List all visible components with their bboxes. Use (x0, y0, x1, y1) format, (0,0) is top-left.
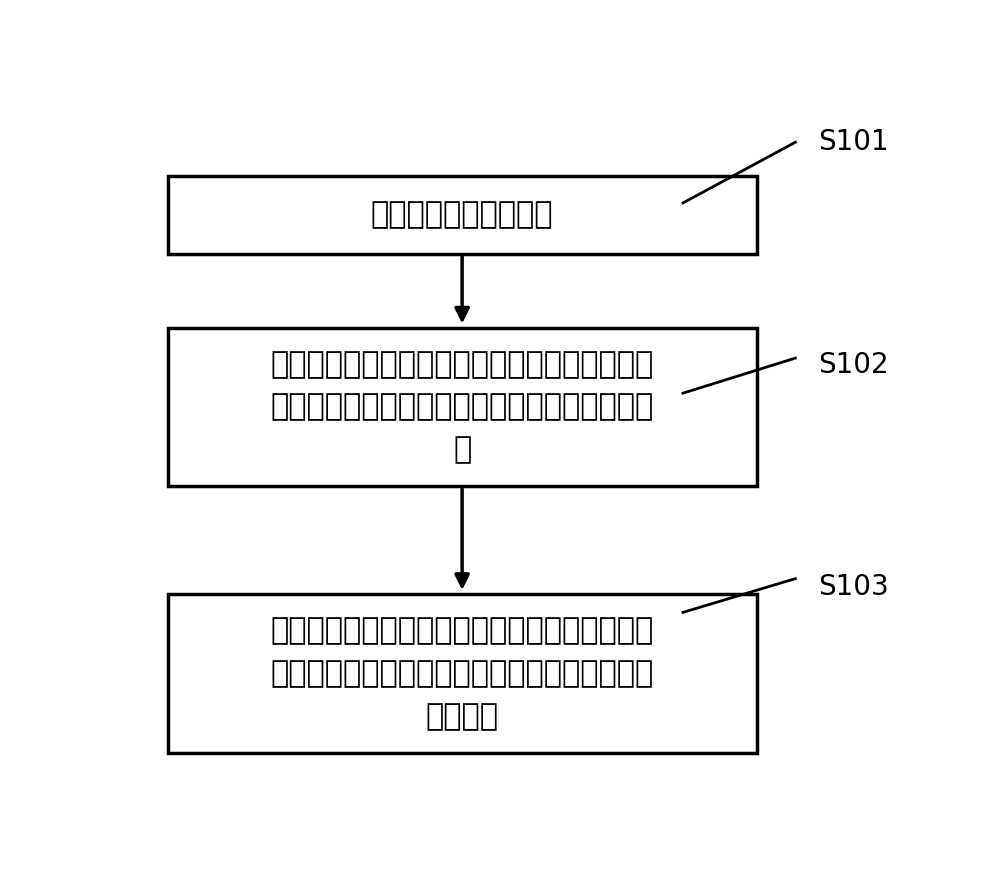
Bar (168, 594, 757, 752)
Text: S103: S103 (819, 574, 889, 602)
Text: 通过多个当前成像目标分别对应的多个当前采样
率要求将原始投影数据拆分为多个原始投影子数
据: 通过多个当前成像目标分别对应的多个当前采样 率要求将原始投影数据拆分为多个原始投… (270, 350, 654, 464)
Text: 利用深度神经网络模型根据多个原始投影子数据
进行对应多个当前成像目标中的每个当前成像目
标的成像: 利用深度神经网络模型根据多个原始投影子数据 进行对应多个当前成像目标中的每个当前… (270, 616, 654, 731)
Text: S101: S101 (819, 128, 889, 156)
Bar (168, 328, 757, 486)
Text: 确定多个当前成像目标: 确定多个当前成像目标 (371, 201, 553, 230)
Text: S102: S102 (819, 350, 889, 378)
Bar (168, 176, 757, 253)
